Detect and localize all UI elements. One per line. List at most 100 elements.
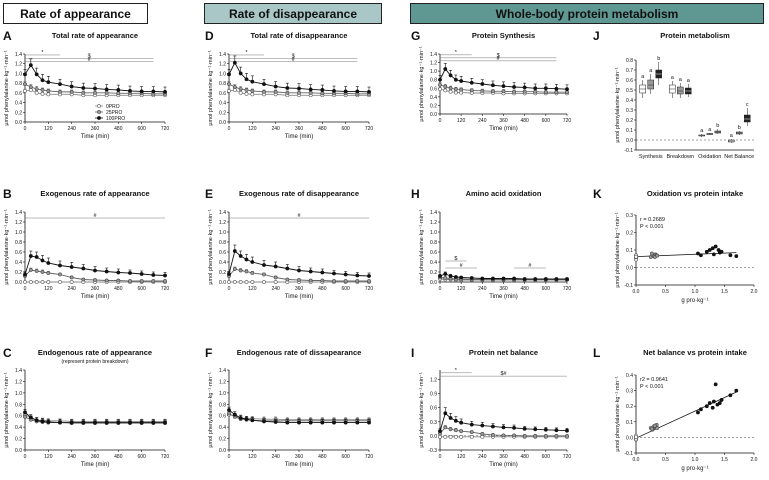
- data-point-100pro: [163, 273, 167, 278]
- y-tick-label: 1.2: [15, 220, 22, 226]
- panel-title: Amino acid oxidation: [466, 189, 542, 198]
- data-point-100pro: [250, 418, 255, 423]
- data-point-25pro: [244, 269, 249, 274]
- data-point-25pro: [655, 426, 660, 430]
- data-point-25pro: [491, 89, 495, 94]
- data-point-25pro: [453, 428, 458, 433]
- data-point-100pro: [163, 420, 167, 425]
- x-tick-label: 120: [248, 286, 257, 292]
- x-tick-label: 240: [67, 126, 76, 132]
- significance-label: #: [292, 57, 296, 63]
- significance-label: $: [497, 53, 500, 59]
- data-point-0pro: [69, 280, 74, 284]
- y-tick-label: 0.8: [15, 240, 22, 246]
- data-point-25pro: [34, 269, 39, 273]
- panel-f: F Endogenous rate of dissapearance µmol ph…: [205, 346, 373, 468]
- data-point-25pro: [262, 272, 266, 277]
- y-tick-label: 0.8: [430, 78, 437, 84]
- y-tick-label: 0.6: [15, 250, 22, 256]
- y-tick-label: 0.6: [430, 406, 437, 412]
- data-point-100pro: [332, 420, 336, 425]
- panel-letter: H: [411, 187, 420, 201]
- significance-letter: c: [746, 102, 749, 108]
- data-point-100pro: [320, 88, 325, 92]
- data-point-100pro: [232, 412, 237, 417]
- data-point-25pro: [501, 89, 506, 94]
- data-point-100pro: [40, 419, 45, 424]
- y-tick-label: 0.0: [626, 138, 633, 144]
- y-tick-label: 0.0: [219, 448, 226, 454]
- data-point-25pro: [227, 411, 231, 416]
- data-point-100pro: [116, 270, 121, 275]
- panel-letter: C: [3, 346, 12, 360]
- data-point-25pro: [40, 270, 45, 274]
- data-point-0pro: [273, 280, 278, 284]
- data-point-25pro: [23, 414, 27, 419]
- x-tick-label: 0: [228, 286, 231, 292]
- data-point-25pro: [543, 433, 548, 438]
- significance-letter: a: [687, 78, 691, 84]
- data-point-25pro: [320, 91, 325, 96]
- box: [744, 114, 751, 123]
- data-point-25pro: [438, 82, 442, 87]
- x-tick-label: 2.0: [751, 457, 758, 463]
- data-point-0pro: [46, 92, 51, 97]
- data-point-100pro: [297, 268, 301, 273]
- y-tick-label: -0.3: [428, 448, 437, 454]
- data-point-100pro: [320, 270, 325, 275]
- significance-label: #: [497, 56, 501, 62]
- y-tick-label: 0.1: [626, 128, 633, 134]
- y-tick-label: 1.0: [219, 391, 226, 397]
- y-tick-label: 0.0: [15, 448, 22, 454]
- panel-letter: G: [411, 29, 420, 43]
- data-point-25pro: [104, 90, 109, 95]
- data-point-100pro: [443, 67, 448, 71]
- x-tick-label: 480: [520, 286, 529, 292]
- data-point-25pro: [232, 267, 237, 271]
- x-axis-label: Time (min): [489, 294, 517, 300]
- y-tick-label: 1.0: [15, 391, 22, 397]
- data-point-0pro: [238, 280, 243, 284]
- significance-label: #: [460, 263, 464, 269]
- data-point-100pro: [46, 261, 51, 265]
- x-tick-label: 720: [161, 126, 170, 132]
- panel-letter: F: [205, 346, 212, 360]
- y-tick-label: 0.1: [626, 420, 633, 426]
- data-point-100pro: [93, 420, 97, 425]
- y-tick-label: 0.3: [430, 420, 437, 426]
- x-tick-label: 480: [520, 454, 529, 460]
- data-point-100pro: [104, 269, 109, 274]
- data-point-25pro: [512, 433, 516, 438]
- x-tick-label: 360: [91, 454, 100, 460]
- data-point-100pro: [699, 407, 703, 412]
- data-point-100pro: [565, 87, 569, 92]
- data-point-25pro: [46, 89, 51, 93]
- data-point-25pro: [28, 268, 33, 272]
- data-point-100pro: [46, 80, 51, 85]
- y-tick-label: 0.6: [219, 250, 226, 256]
- data-point-100pro: [438, 77, 442, 82]
- data-point-25pro: [554, 90, 559, 95]
- data-point-100pro: [250, 260, 255, 264]
- data-point-100pro: [501, 425, 506, 430]
- y-tick-label: 0.0: [219, 120, 226, 126]
- x-tick-label: 0.5: [662, 457, 669, 463]
- y-tick-label: 1.0: [219, 230, 226, 236]
- data-point-100pro: [448, 416, 453, 420]
- data-point-0pro: [448, 89, 453, 94]
- data-point-25pro: [285, 277, 290, 282]
- data-point-100pro: [696, 251, 700, 256]
- y-tick-label: 0.0: [626, 435, 633, 441]
- data-point-25pro: [273, 89, 278, 94]
- data-point-100pro: [285, 420, 290, 425]
- data-point-25pro: [273, 275, 278, 280]
- x-tick-label: 0.0: [633, 457, 640, 463]
- y-tick-label: 0.4: [626, 373, 633, 379]
- y-tick-label: 1.2: [430, 61, 437, 67]
- x-tick-label: 120: [457, 118, 466, 124]
- y-tick-label: 0.0: [219, 280, 226, 286]
- panel-title: Exogenous rate of disappearance: [239, 189, 359, 198]
- panel-h: H Amino acid oxidation µmol phenylalanine·…: [411, 187, 571, 300]
- significance-label: #: [88, 57, 92, 63]
- x-tick-label: 0: [439, 118, 442, 124]
